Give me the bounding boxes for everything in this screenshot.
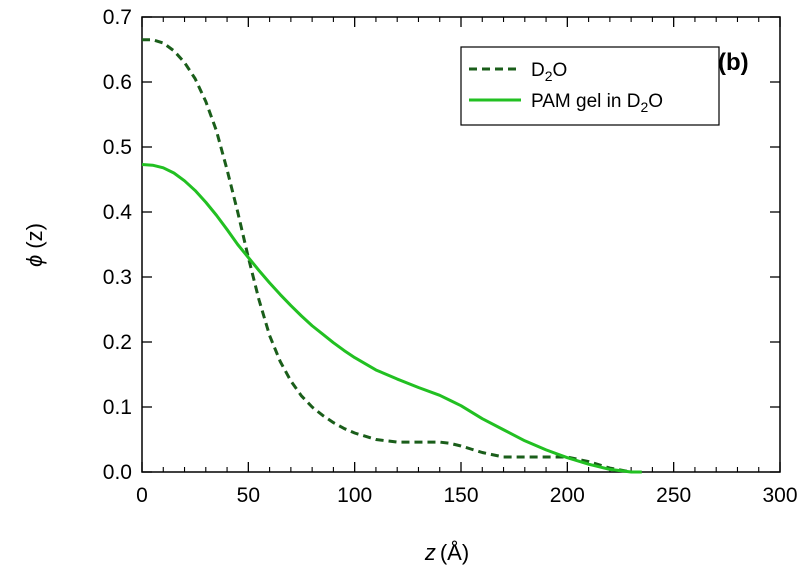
- x-axis-unit: (Å): [440, 540, 469, 565]
- panel-label: (b): [718, 49, 749, 76]
- y-tick-label: 0.4: [103, 201, 133, 224]
- legend: D2O PAM gel in D2O: [460, 46, 720, 126]
- x-axis-variable: z: [424, 540, 436, 565]
- series-line-d2o: [142, 38, 632, 474]
- legend-label-pam-gel: PAM gel in D2O: [531, 91, 663, 115]
- legend-label-d2o: D2O: [531, 60, 567, 84]
- x-tick-label: 300: [762, 484, 797, 507]
- x-tick-label: 0: [136, 484, 148, 507]
- y-tick-label: 0.3: [103, 266, 132, 289]
- x-tick-label: 200: [550, 484, 585, 507]
- x-tick-label: 250: [656, 484, 691, 507]
- y-tick-label: 0.0: [103, 461, 132, 484]
- x-tick-label: 50: [237, 484, 260, 507]
- series-layer: [141, 38, 642, 474]
- y-tick-label: 0.7: [103, 6, 132, 29]
- legend-box: [460, 46, 720, 126]
- y-axis-ticks: 0.0 0.1 0.2 0.3 0.4 0.5 0.6 0.7: [103, 6, 780, 484]
- y-tick-label: 0.1: [103, 396, 132, 419]
- y-tick-label: 0.6: [103, 71, 132, 94]
- x-tick-label: 100: [337, 484, 372, 507]
- y-axis-title: ϕ (z): [22, 223, 47, 267]
- y-axis-argument: (z): [22, 223, 47, 249]
- y-tick-label: 0.5: [103, 136, 132, 159]
- x-axis-ticks: 0 50 100 150 200 250 300: [136, 17, 798, 507]
- x-tick-label: 150: [443, 484, 478, 507]
- x-axis-title: z (Å): [424, 540, 469, 565]
- y-axis-variable: ϕ: [22, 255, 47, 267]
- y-tick-label: 0.2: [103, 331, 132, 354]
- series-line-pam-gel: [141, 163, 642, 474]
